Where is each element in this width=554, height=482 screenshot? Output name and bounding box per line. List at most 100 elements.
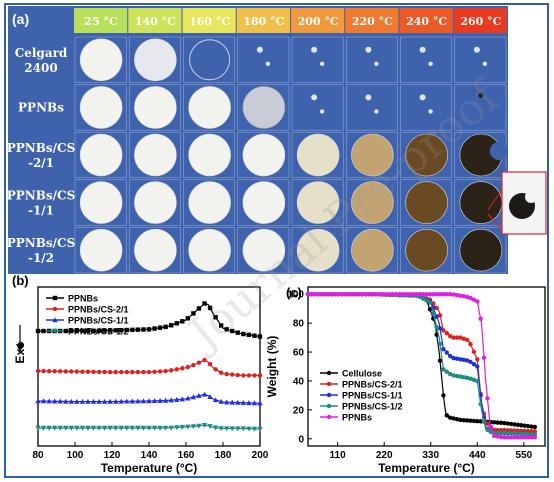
grid-cell xyxy=(128,131,181,179)
grid-cell xyxy=(345,227,398,274)
data-point xyxy=(448,353,453,359)
data-point xyxy=(218,370,224,375)
legend-label: PPNBs/CS-1/1 xyxy=(68,316,129,326)
y-axis-title: Weight (%) xyxy=(265,336,279,398)
data-point xyxy=(218,323,224,328)
data-point xyxy=(129,425,136,431)
data-point xyxy=(461,357,466,363)
grid-cell xyxy=(237,36,290,83)
data-point xyxy=(403,292,409,297)
data-point xyxy=(212,425,219,431)
x-tick-label: 110 xyxy=(330,450,347,461)
shrunk-flake xyxy=(473,46,480,53)
shrunk-flake xyxy=(419,94,426,101)
data-point xyxy=(252,373,257,378)
sample-row-label: PPNBs/CS xyxy=(7,236,76,250)
plot-frame xyxy=(307,286,546,447)
x-tick-label: 100 xyxy=(67,450,84,461)
data-point xyxy=(257,373,263,378)
data-point xyxy=(63,369,68,374)
membrane-disc xyxy=(134,181,177,224)
x-tick-label: 220 xyxy=(376,450,393,461)
shrunk-flake xyxy=(319,109,325,114)
data-point xyxy=(168,397,174,403)
transparent-membrane xyxy=(189,39,231,81)
data-point xyxy=(437,292,443,297)
membrane-disc xyxy=(134,86,177,129)
data-point xyxy=(515,431,521,436)
grid-cell xyxy=(454,227,507,274)
temperature-header-label: 220 °C xyxy=(352,15,393,28)
membrane-disc xyxy=(242,181,286,224)
data-point xyxy=(468,418,473,423)
data-point xyxy=(213,367,218,372)
x-tick-label: 160 xyxy=(178,450,195,461)
data-point xyxy=(169,323,174,328)
data-point xyxy=(515,435,521,440)
data-point xyxy=(427,307,433,312)
temperature-header-label: 240 °C xyxy=(406,15,447,28)
data-point xyxy=(437,313,443,318)
panel-b-label: (b) xyxy=(12,273,29,288)
data-point xyxy=(118,398,124,404)
data-point xyxy=(229,399,235,405)
membrane-disc xyxy=(188,86,231,129)
data-point xyxy=(163,368,168,374)
data-point xyxy=(80,328,85,334)
data-point xyxy=(57,398,63,404)
membrane-disc xyxy=(188,181,231,224)
shrunk-flake xyxy=(365,94,372,101)
data-point xyxy=(179,424,185,430)
data-point xyxy=(485,421,490,426)
data-point xyxy=(196,393,202,398)
membrane-disc xyxy=(459,228,503,272)
data-point xyxy=(529,435,534,440)
data-point xyxy=(85,425,91,431)
data-point xyxy=(218,398,224,404)
sample-row-label: PPNBs xyxy=(18,100,64,114)
data-point xyxy=(475,357,480,362)
data-point xyxy=(448,371,453,377)
data-point xyxy=(185,395,191,401)
data-point xyxy=(356,292,361,297)
data-point xyxy=(366,292,372,297)
data-point xyxy=(224,399,230,405)
data-point xyxy=(124,425,130,431)
data-point xyxy=(441,328,446,333)
data-point xyxy=(525,435,531,440)
data-point xyxy=(454,335,460,340)
data-point xyxy=(532,435,538,440)
shrunk-flake xyxy=(256,46,263,53)
data-point xyxy=(349,292,355,297)
data-point xyxy=(458,293,463,298)
data-point xyxy=(74,369,80,374)
data-point xyxy=(525,423,531,429)
data-point xyxy=(468,342,473,347)
data-point xyxy=(529,432,534,437)
exo-arrow-head xyxy=(16,344,24,352)
data-point xyxy=(202,301,207,306)
shrunk-flake xyxy=(265,61,271,66)
data-point xyxy=(448,415,453,420)
membrane-disc xyxy=(79,228,123,272)
data-point xyxy=(41,328,46,334)
x-tick-label: 120 xyxy=(104,450,121,461)
data-point xyxy=(451,335,456,340)
data-point xyxy=(207,394,213,399)
data-point xyxy=(519,435,524,440)
data-point xyxy=(130,369,135,375)
grid-cell xyxy=(291,131,344,179)
grid-cell xyxy=(400,84,453,131)
data-point xyxy=(107,328,113,333)
data-point xyxy=(140,425,147,431)
data-point xyxy=(185,364,191,370)
data-point xyxy=(40,425,47,431)
data-point xyxy=(69,369,74,374)
data-point xyxy=(185,424,191,430)
data-point xyxy=(35,328,41,334)
data-point xyxy=(235,426,241,432)
grid-cell xyxy=(128,227,181,274)
temperature-header-label: 160 °C xyxy=(189,15,230,28)
data-point xyxy=(488,424,494,429)
data-point xyxy=(498,420,504,425)
